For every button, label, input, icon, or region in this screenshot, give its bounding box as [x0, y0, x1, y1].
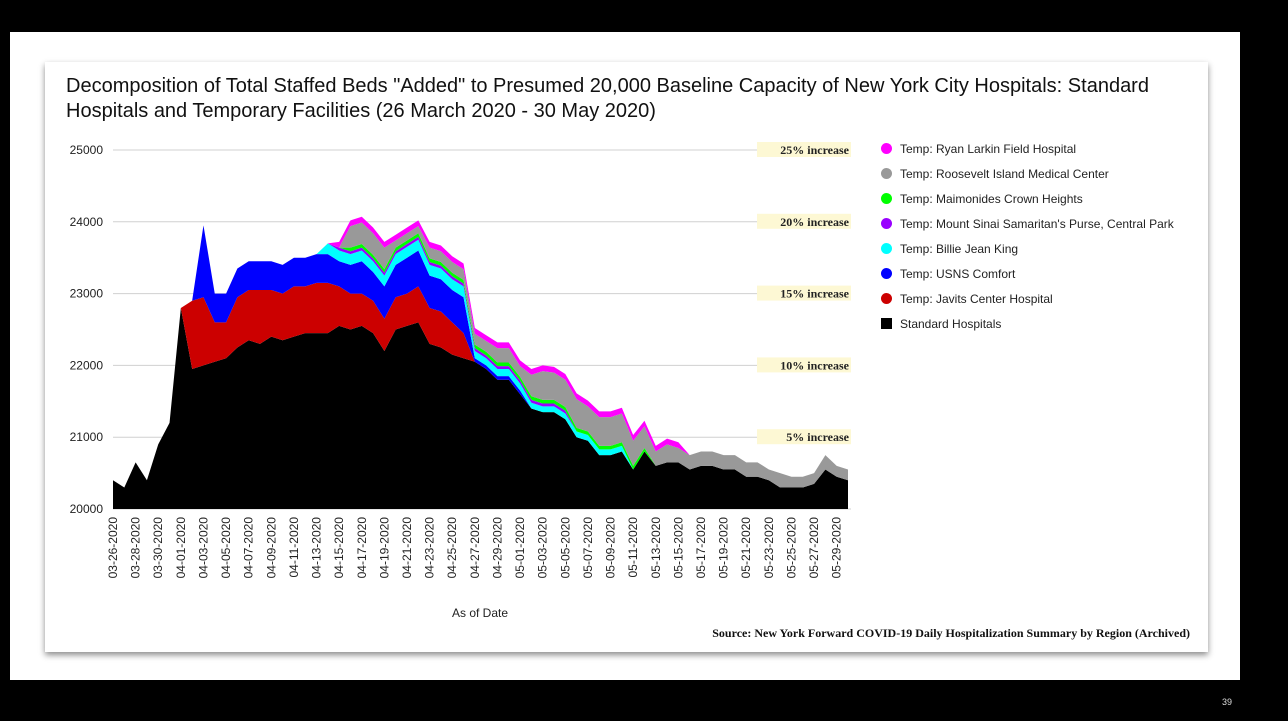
annotation-box	[757, 142, 851, 157]
y-tick-label: 22000	[70, 358, 104, 372]
source-note: Source: New York Forward COVID-19 Daily …	[712, 626, 1190, 640]
area-series	[113, 282, 848, 488]
legend-swatch	[881, 218, 892, 229]
x-tick-label: 04-29-2020	[490, 517, 504, 579]
legend-item: Temp: Billie Jean King	[880, 242, 1190, 256]
x-tick-label: 05-21-2020	[739, 517, 753, 579]
x-tick-label: 03-28-2020	[129, 517, 143, 579]
x-tick-label: 04-07-2020	[242, 517, 256, 579]
legend-swatch	[881, 168, 892, 179]
legend-item: Temp: Ryan Larkin Field Hospital	[880, 142, 1190, 156]
legend-swatch	[881, 318, 892, 329]
legend-item: Temp: Mount Sinai Samaritan's Purse, Cen…	[880, 217, 1190, 231]
x-tick-label: 05-07-2020	[581, 517, 595, 579]
annotation: 10% increase	[780, 358, 849, 372]
x-tick-label: 05-19-2020	[717, 517, 731, 579]
legend-swatch	[881, 243, 892, 254]
legend-swatch	[881, 193, 892, 204]
y-tick-label: 25000	[70, 143, 104, 157]
legend-label: Standard Hospitals	[900, 317, 1002, 331]
x-tick-label: 05-15-2020	[671, 517, 685, 579]
legend-item: Temp: Javits Center Hospital	[880, 292, 1190, 306]
x-tick-label: 04-21-2020	[400, 517, 414, 579]
x-tick-label: 05-09-2020	[604, 517, 618, 579]
chart-title: Decomposition of Total Staffed Beds "Add…	[66, 75, 1149, 122]
x-tick-label: 04-17-2020	[355, 517, 369, 579]
x-tick-label: 03-30-2020	[151, 517, 165, 579]
x-tick-label: 04-19-2020	[377, 517, 391, 579]
x-axis-label: As of Date	[452, 606, 508, 620]
annotation: 5% increase	[786, 430, 849, 444]
y-tick-label: 20000	[70, 502, 104, 516]
legend-label: Temp: Javits Center Hospital	[900, 292, 1053, 306]
page-number: 39	[1222, 697, 1233, 707]
x-tick-label: 03-26-2020	[106, 517, 120, 579]
x-tick-label: 05-27-2020	[807, 517, 821, 579]
legend-label: Temp: Mount Sinai Samaritan's Purse, Cen…	[900, 217, 1174, 231]
x-tick-label: 05-17-2020	[694, 517, 708, 579]
x-tick-label: 04-15-2020	[332, 517, 346, 579]
area-series	[113, 307, 848, 509]
legend-label: Temp: USNS Comfort	[900, 267, 1016, 281]
x-tick-label: 04-27-2020	[468, 517, 482, 579]
x-tick-label: 05-05-2020	[558, 517, 572, 579]
legend-item: Temp: Roosevelt Island Medical Center	[880, 167, 1190, 181]
annotation: 25% increase	[780, 143, 849, 157]
y-tick-label: 24000	[70, 215, 104, 229]
x-tick-label: 04-11-2020	[287, 517, 301, 578]
x-tick-label: 05-29-2020	[830, 517, 844, 579]
annotation-box	[757, 429, 851, 445]
legend-label: Temp: Roosevelt Island Medical Center	[900, 167, 1109, 181]
legend-item: Standard Hospitals	[880, 317, 1190, 331]
annotation-box	[757, 285, 851, 301]
x-tick-label: 05-11-2020	[626, 517, 640, 578]
x-tick-label: 04-13-2020	[310, 517, 324, 579]
x-tick-label: 04-25-2020	[445, 517, 459, 579]
x-tick-label: 05-01-2020	[513, 517, 527, 579]
legend-label: Temp: Billie Jean King	[900, 242, 1019, 256]
legend-label: Temp: Maimonides Crown Heights	[900, 192, 1083, 206]
x-tick-label: 04-23-2020	[423, 517, 437, 579]
area-series	[113, 225, 848, 488]
x-tick-label: 05-25-2020	[784, 517, 798, 579]
x-tick-label: 05-03-2020	[536, 517, 550, 579]
x-tick-label: 04-09-2020	[264, 517, 278, 579]
legend-item: Temp: Maimonides Crown Heights	[880, 192, 1190, 206]
annotation: 15% increase	[780, 287, 849, 301]
legend-swatch	[881, 143, 892, 154]
y-tick-label: 21000	[70, 430, 104, 444]
x-tick-label: 04-05-2020	[219, 517, 233, 579]
legend-item: Temp: USNS Comfort	[880, 267, 1190, 281]
x-tick-label: 05-13-2020	[649, 517, 663, 579]
annotation: 20% increase	[780, 215, 849, 229]
legend-label: Temp: Ryan Larkin Field Hospital	[900, 142, 1077, 156]
legend-swatch	[881, 268, 892, 279]
x-tick-label: 05-23-2020	[762, 517, 776, 579]
x-tick-label: 04-01-2020	[174, 517, 188, 579]
legend-swatch	[881, 293, 892, 304]
y-tick-label: 23000	[70, 287, 104, 301]
legend: Temp: Ryan Larkin Field Hospital Temp: Ro…	[880, 142, 1190, 342]
x-tick-label: 04-03-2020	[196, 517, 210, 579]
annotation-box	[757, 357, 851, 373]
annotation-box	[757, 213, 851, 229]
